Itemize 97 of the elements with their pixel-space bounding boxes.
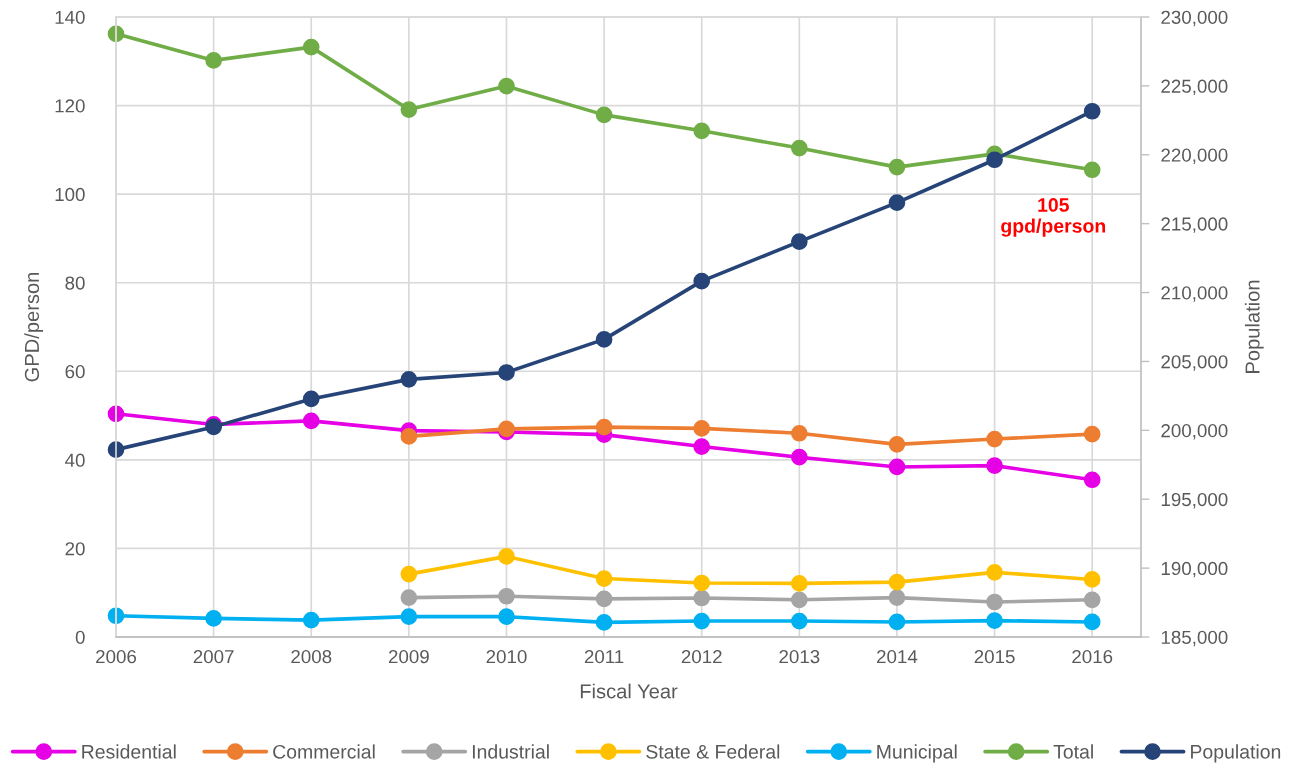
point [888, 589, 906, 606]
x-axis-title: Fiscal Year [580, 683, 678, 699]
point [400, 371, 418, 388]
y2-tick-label: 215,000 [1161, 217, 1228, 233]
y-tick-label: 120 [55, 99, 85, 113]
x-tick-label: 2011 [584, 650, 624, 664]
y2-tick-label: 195,000 [1161, 492, 1228, 509]
point [302, 38, 320, 56]
point [400, 608, 418, 625]
point [498, 548, 515, 565]
point [1083, 161, 1101, 179]
point [1083, 425, 1101, 443]
point [498, 608, 515, 625]
point [888, 194, 906, 211]
point [1083, 613, 1101, 631]
point [888, 458, 906, 476]
y2-tick-label: 225,000 [1161, 79, 1228, 96]
point [498, 587, 515, 605]
legend-label: Municipal [877, 744, 957, 763]
point [790, 233, 808, 250]
point [498, 77, 515, 95]
legend-label: State & Federal [646, 744, 780, 759]
point [986, 564, 1003, 581]
y2-tick-label: 185,000 [1161, 630, 1228, 647]
y-tick-label: 20 [65, 542, 85, 556]
x-tick-label: 2007 [193, 650, 234, 664]
point [595, 418, 613, 436]
x-tick-label: 2015 [974, 650, 1015, 664]
point [790, 424, 808, 442]
y-tick-label: 100 [55, 187, 85, 202]
point [986, 593, 1003, 611]
y-tick-label: 40 [65, 453, 85, 467]
point [790, 612, 808, 630]
point [595, 570, 613, 587]
point [693, 574, 711, 592]
legend-label: Residential [82, 744, 176, 759]
point [693, 272, 711, 290]
legend-label: Industrial [472, 744, 549, 759]
y2-tick-label: 220,000 [1161, 148, 1228, 164]
point [790, 448, 808, 466]
y2-tick-label: 230,000 [1161, 10, 1228, 27]
y2-axis-title: Population [1244, 280, 1264, 373]
point [1083, 591, 1101, 609]
point [986, 430, 1003, 448]
point [595, 106, 613, 124]
point [1083, 571, 1101, 588]
point [693, 122, 711, 140]
point [1083, 471, 1101, 489]
legend-label: Total [1053, 744, 1093, 759]
y-tick-label: 140 [55, 10, 85, 24]
point [790, 591, 808, 609]
point [400, 589, 418, 606]
y-tick-label: 80 [65, 276, 85, 290]
legend-label: Commercial [273, 744, 375, 759]
point [595, 614, 613, 631]
x-tick-label: 2012 [681, 650, 722, 664]
point [693, 420, 711, 437]
point [400, 101, 418, 118]
point [400, 565, 418, 583]
point [205, 610, 222, 627]
point [693, 438, 711, 455]
y2-tick-label: 200,000 [1161, 424, 1228, 440]
point [693, 612, 711, 630]
point [498, 364, 515, 381]
point [302, 611, 320, 629]
point [986, 612, 1003, 629]
y2-tick-label: 210,000 [1161, 286, 1228, 302]
point [1083, 102, 1101, 120]
y2-tick-label: 190,000 [1161, 561, 1228, 578]
x-tick-label: 2008 [291, 650, 332, 664]
point [888, 613, 906, 631]
point [986, 457, 1003, 474]
point [205, 52, 222, 69]
y-tick-label: 0 [75, 630, 85, 644]
point [790, 139, 808, 157]
point [790, 575, 808, 592]
x-tick-label: 2009 [388, 650, 429, 664]
x-tick-label: 2013 [779, 650, 820, 664]
point [302, 390, 320, 408]
legend-label: Population [1191, 744, 1281, 763]
x-tick-label: 2016 [1072, 650, 1113, 664]
point [888, 436, 906, 453]
point [595, 590, 613, 608]
y2-tick-label: 205,000 [1161, 355, 1228, 371]
x-tick-label: 2006 [96, 650, 137, 664]
y-tick-label: 60 [65, 364, 85, 379]
annotation: 105 gpd/person [1001, 198, 1106, 237]
point [400, 428, 418, 445]
point [302, 412, 320, 430]
point [888, 158, 906, 176]
point [693, 589, 711, 607]
point [986, 151, 1003, 169]
x-tick-label: 2010 [486, 650, 527, 664]
y-axis-title: GPD/person [24, 272, 44, 382]
x-tick-label: 2014 [877, 650, 918, 664]
point [595, 331, 613, 348]
point [888, 573, 906, 591]
